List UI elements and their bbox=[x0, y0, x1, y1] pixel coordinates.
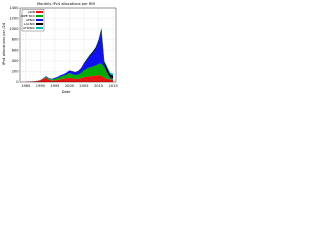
x-tick-label: 1990 bbox=[36, 84, 46, 88]
legend-box bbox=[21, 9, 45, 32]
legend-swatch bbox=[36, 23, 43, 25]
y-tick-label: 800 bbox=[12, 38, 20, 42]
y-tick-label: 200 bbox=[12, 69, 20, 73]
chart-title: Monthly IPv4 allocations per RIR bbox=[37, 2, 95, 6]
legend-label: LACNIC bbox=[24, 22, 35, 26]
x-tick-label: 1995 bbox=[50, 84, 59, 88]
x-tick-label: 2010 bbox=[94, 84, 104, 88]
x-tick-label: 2000 bbox=[65, 84, 75, 88]
y-tick-label: 400 bbox=[12, 59, 20, 63]
legend-label: ARIN bbox=[28, 10, 35, 14]
y-tick-label: 1200 bbox=[9, 17, 19, 21]
legend-label: AFRINIC bbox=[23, 26, 35, 30]
plot-frame bbox=[19, 7, 117, 83]
y-tick-label: 1000 bbox=[9, 27, 19, 31]
y-tick-label: 1400 bbox=[9, 6, 19, 10]
area bbox=[25, 63, 114, 82]
area bbox=[25, 75, 114, 82]
x-tick-label: 2005 bbox=[79, 84, 88, 88]
legend-swatch bbox=[36, 27, 43, 29]
legend-label: APNIC bbox=[26, 18, 35, 22]
x-tick-label: 2015 bbox=[109, 84, 118, 88]
y-tick-label: 0 bbox=[16, 80, 19, 84]
area bbox=[25, 31, 114, 82]
legend-swatch bbox=[36, 15, 43, 17]
x-tick-label: 1985 bbox=[21, 84, 30, 88]
y-tick-label: 600 bbox=[12, 48, 20, 52]
y-axis-label: IPv4 allocations per /24 bbox=[2, 22, 6, 65]
legend-swatch bbox=[36, 19, 43, 21]
chart: Monthly IPv4 allocations per RIR Date IP… bbox=[2, 2, 118, 94]
legend-swatch bbox=[36, 11, 43, 13]
x-axis-label: Date bbox=[62, 90, 71, 94]
legend-label: RIPE NCC bbox=[21, 14, 35, 18]
